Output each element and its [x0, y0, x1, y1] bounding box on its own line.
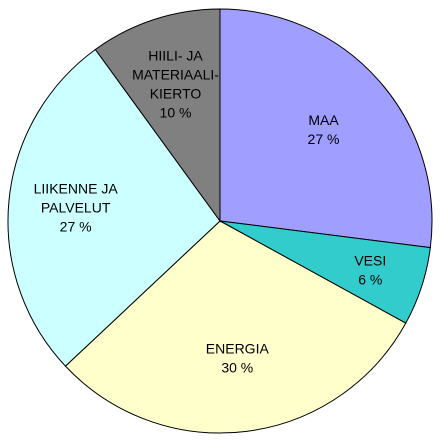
pie-slice-0 — [219, 8, 433, 249]
pie-slice-label-line: KIERTO — [150, 86, 202, 102]
pie-slice-label-line: PALVELUT — [41, 199, 111, 215]
pie-labels: MAA 27 % VESI 6 % ENERGIA 30 % LIIKENNE JA PALV… — [34, 48, 387, 376]
pie-slice-label-line: 27 % — [60, 218, 92, 234]
pie-slice-label-line: 30 % — [221, 359, 253, 375]
pie-slice-label-4: HIILI- JA MATERIAALI- KIERTO 10 % — [132, 48, 219, 121]
pie-slice-2 — [64, 220, 407, 434]
pie-slice-label-line: LIIKENNE JA — [34, 180, 119, 196]
pie-slice-4 — [94, 8, 221, 223]
pie-slice-label-0: MAA 27 % — [308, 112, 340, 147]
pie-slice-label-line: 27 % — [308, 131, 340, 147]
pie-slices — [7, 8, 433, 434]
pie-slice-3 — [7, 48, 221, 367]
pie-slice-label-line: MATERIAALI- — [132, 67, 219, 83]
pie-slice-label-line: ENERGIA — [206, 340, 270, 356]
pie-slice-label-line: 10 % — [160, 105, 192, 121]
pie-slice-label-line: 6 % — [358, 271, 382, 287]
pie-slice-label-1: VESI 6 % — [354, 252, 386, 287]
pie-slice-label-line: HIILI- JA — [148, 48, 203, 64]
pie-slice-label-line: MAA — [308, 112, 339, 128]
pie-slice-label-line: VESI — [354, 252, 386, 268]
pie-slice-label-3: LIIKENNE JA PALVELUT 27 % — [34, 180, 119, 234]
pie-slice-label-2: ENERGIA 30 % — [206, 340, 270, 375]
